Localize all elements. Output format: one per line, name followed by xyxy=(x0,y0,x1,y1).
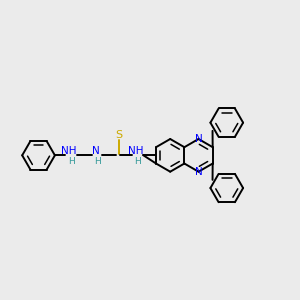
Text: H: H xyxy=(94,157,101,166)
Text: NH: NH xyxy=(61,146,77,157)
Text: N: N xyxy=(195,134,203,144)
Text: H: H xyxy=(134,157,141,166)
Text: H: H xyxy=(68,157,75,166)
Text: NH: NH xyxy=(128,146,143,157)
Text: N: N xyxy=(92,146,100,157)
Text: S: S xyxy=(115,130,122,140)
Text: N: N xyxy=(195,167,203,177)
